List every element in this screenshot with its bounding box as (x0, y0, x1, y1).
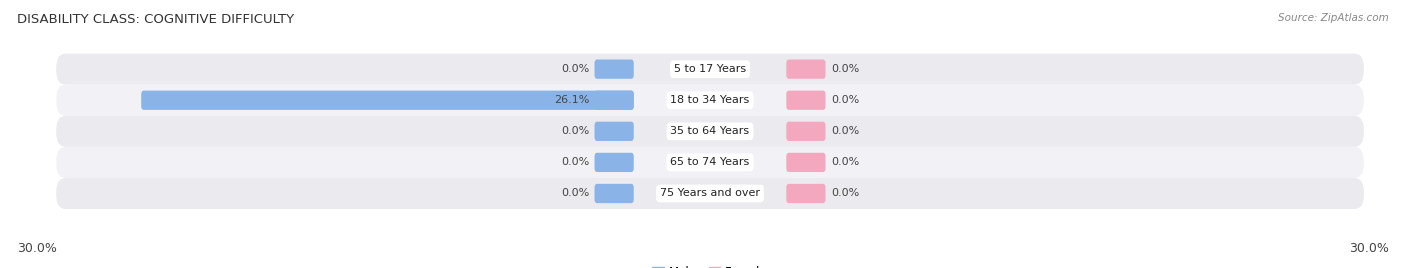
FancyBboxPatch shape (595, 184, 634, 203)
Text: 0.0%: 0.0% (831, 126, 859, 136)
FancyBboxPatch shape (786, 184, 825, 203)
Text: 0.0%: 0.0% (831, 157, 859, 168)
Text: DISABILITY CLASS: COGNITIVE DIFFICULTY: DISABILITY CLASS: COGNITIVE DIFFICULTY (17, 13, 294, 27)
Text: 0.0%: 0.0% (561, 126, 589, 136)
FancyBboxPatch shape (595, 122, 634, 141)
Legend: Male, Female: Male, Female (648, 262, 772, 268)
FancyBboxPatch shape (56, 178, 1364, 209)
Text: 0.0%: 0.0% (831, 95, 859, 105)
Text: 18 to 34 Years: 18 to 34 Years (671, 95, 749, 105)
FancyBboxPatch shape (56, 85, 1364, 116)
Text: 0.0%: 0.0% (831, 188, 859, 199)
FancyBboxPatch shape (786, 153, 825, 172)
Text: 0.0%: 0.0% (561, 64, 589, 74)
Text: 0.0%: 0.0% (561, 157, 589, 168)
FancyBboxPatch shape (595, 91, 634, 110)
Text: 26.1%: 26.1% (554, 95, 589, 105)
Text: 30.0%: 30.0% (17, 241, 56, 255)
FancyBboxPatch shape (595, 153, 634, 172)
Text: 65 to 74 Years: 65 to 74 Years (671, 157, 749, 168)
FancyBboxPatch shape (141, 91, 634, 110)
FancyBboxPatch shape (595, 59, 634, 79)
FancyBboxPatch shape (56, 147, 1364, 178)
FancyBboxPatch shape (56, 116, 1364, 147)
FancyBboxPatch shape (786, 122, 825, 141)
FancyBboxPatch shape (786, 91, 825, 110)
Text: 0.0%: 0.0% (831, 64, 859, 74)
Text: 0.0%: 0.0% (561, 188, 589, 199)
Text: 5 to 17 Years: 5 to 17 Years (673, 64, 747, 74)
Text: 30.0%: 30.0% (1350, 241, 1389, 255)
FancyBboxPatch shape (786, 59, 825, 79)
Text: 75 Years and over: 75 Years and over (659, 188, 761, 199)
Text: 35 to 64 Years: 35 to 64 Years (671, 126, 749, 136)
FancyBboxPatch shape (56, 54, 1364, 85)
Text: Source: ZipAtlas.com: Source: ZipAtlas.com (1278, 13, 1389, 23)
